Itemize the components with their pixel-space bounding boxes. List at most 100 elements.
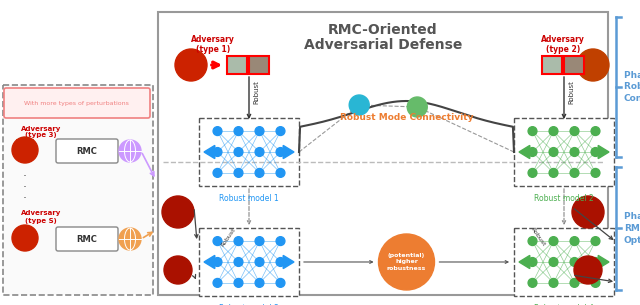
Bar [199, 228, 299, 296]
Circle shape [549, 258, 558, 266]
Polygon shape [598, 145, 609, 159]
Circle shape [234, 237, 243, 246]
Circle shape [255, 237, 264, 246]
Bar [514, 228, 614, 296]
Circle shape [528, 237, 537, 246]
Circle shape [255, 127, 264, 135]
Circle shape [234, 278, 243, 287]
Text: Robust: Robust [253, 80, 259, 104]
Bar [514, 118, 614, 186]
Circle shape [213, 127, 222, 135]
Circle shape [378, 234, 435, 290]
Text: ·
·
·: · · · [23, 170, 27, 206]
Circle shape [528, 148, 537, 156]
Text: Robust model 3: Robust model 3 [219, 304, 279, 305]
Circle shape [528, 278, 537, 287]
Polygon shape [519, 255, 530, 269]
Bar [3, 85, 153, 295]
Bar [227, 56, 247, 74]
Text: Robust: Robust [220, 227, 236, 247]
Circle shape [213, 168, 222, 177]
Text: Adversary
(type 3): Adversary (type 3) [21, 125, 61, 138]
Circle shape [234, 168, 243, 177]
Circle shape [528, 127, 537, 135]
Text: RMC-Oriented: RMC-Oriented [328, 23, 438, 37]
Circle shape [570, 168, 579, 177]
Circle shape [255, 278, 264, 287]
Circle shape [276, 237, 285, 246]
Circle shape [255, 258, 264, 266]
Circle shape [407, 97, 428, 117]
Bar [564, 56, 584, 74]
Text: Adversary
(type 1): Adversary (type 1) [191, 35, 235, 54]
Text: RMC: RMC [77, 146, 97, 156]
Circle shape [549, 168, 558, 177]
Circle shape [349, 95, 369, 115]
Bar [249, 56, 269, 74]
Circle shape [213, 148, 222, 156]
Polygon shape [598, 255, 609, 269]
Circle shape [549, 127, 558, 135]
Text: With more types of perturbations: With more types of perturbations [24, 101, 129, 106]
Text: Robust model 4: Robust model 4 [534, 304, 594, 305]
Polygon shape [519, 145, 530, 159]
Circle shape [572, 196, 604, 228]
Circle shape [164, 256, 192, 284]
Polygon shape [204, 145, 215, 159]
Circle shape [577, 49, 609, 81]
Circle shape [574, 256, 602, 284]
Circle shape [570, 258, 579, 266]
Circle shape [591, 237, 600, 246]
Circle shape [119, 228, 141, 250]
Circle shape [255, 148, 264, 156]
FancyBboxPatch shape [56, 227, 118, 251]
Circle shape [276, 127, 285, 135]
Circle shape [528, 258, 537, 266]
Circle shape [591, 168, 600, 177]
Circle shape [255, 168, 264, 177]
Circle shape [213, 237, 222, 246]
Circle shape [175, 49, 207, 81]
Circle shape [549, 237, 558, 246]
Circle shape [213, 278, 222, 287]
FancyBboxPatch shape [4, 88, 150, 118]
Circle shape [591, 258, 600, 266]
Text: RMC: RMC [77, 235, 97, 243]
Text: Phase I:
Robust Mode
Connectivity: Phase I: Robust Mode Connectivity [624, 71, 640, 103]
Circle shape [570, 237, 579, 246]
Text: Adversary
(type S): Adversary (type S) [21, 210, 61, 224]
Text: Robust Mode Connectivity: Robust Mode Connectivity [340, 113, 473, 121]
Text: (potential)
higher
robustness: (potential) higher robustness [387, 253, 426, 271]
Polygon shape [204, 255, 215, 269]
Text: Robust model 1: Robust model 1 [219, 194, 279, 203]
Circle shape [12, 225, 38, 251]
Circle shape [234, 258, 243, 266]
Circle shape [213, 258, 222, 266]
Circle shape [528, 168, 537, 177]
Circle shape [570, 278, 579, 287]
Circle shape [276, 168, 285, 177]
Circle shape [234, 127, 243, 135]
Circle shape [276, 278, 285, 287]
Text: Robust: Robust [568, 80, 574, 104]
Circle shape [591, 148, 600, 156]
Bar [158, 12, 608, 295]
Circle shape [119, 140, 141, 162]
Circle shape [549, 148, 558, 156]
Circle shape [570, 148, 579, 156]
Text: Robust: Robust [530, 227, 547, 247]
Bar [199, 118, 299, 186]
Circle shape [12, 137, 38, 163]
Text: Robust model 2: Robust model 2 [534, 194, 594, 203]
Circle shape [549, 278, 558, 287]
Circle shape [591, 278, 600, 287]
Text: Adversary
(type 2): Adversary (type 2) [541, 35, 585, 54]
Polygon shape [283, 145, 294, 159]
Circle shape [276, 258, 285, 266]
Circle shape [276, 148, 285, 156]
Text: Phase II:
RMC-Based
Optimization: Phase II: RMC-Based Optimization [624, 212, 640, 245]
Circle shape [234, 148, 243, 156]
Circle shape [162, 196, 194, 228]
Circle shape [591, 127, 600, 135]
Circle shape [570, 127, 579, 135]
